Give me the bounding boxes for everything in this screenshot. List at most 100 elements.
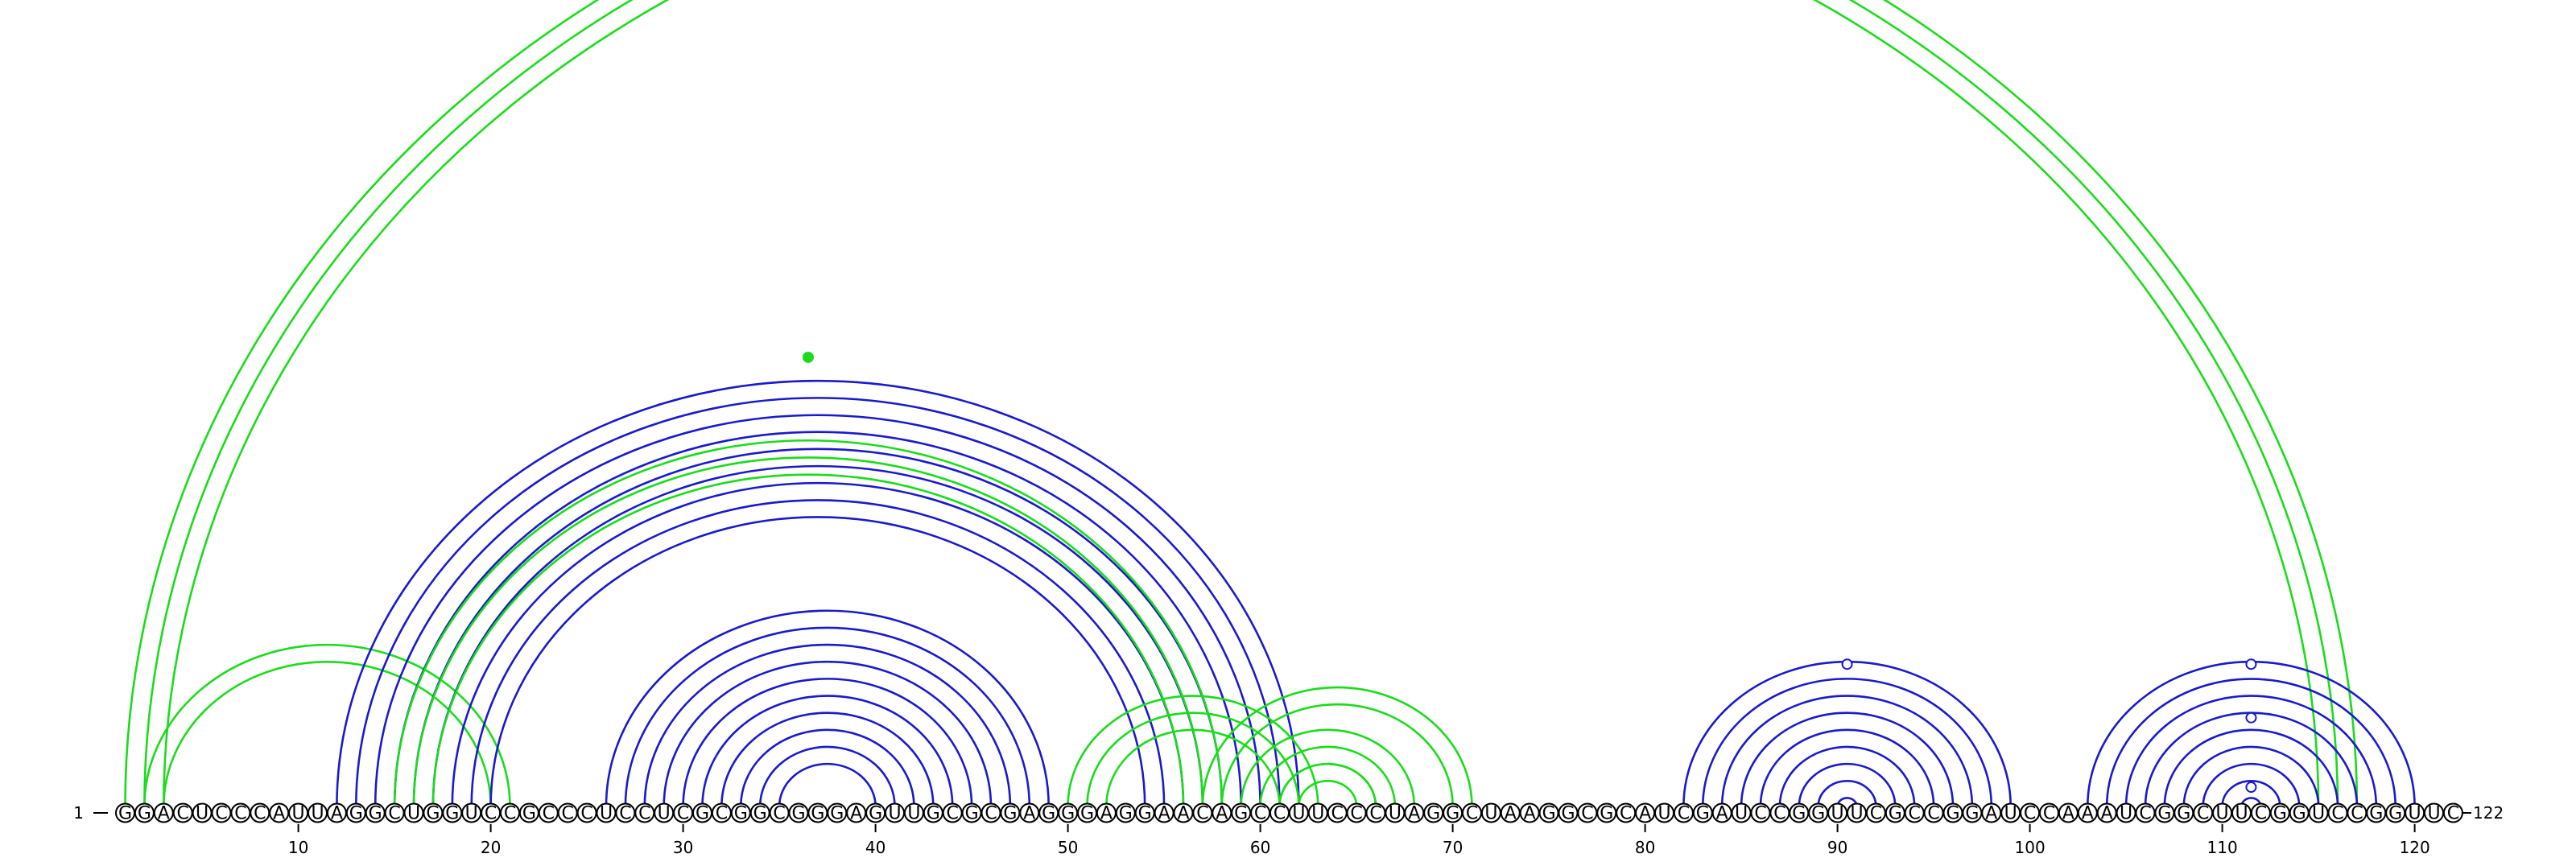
svg-text:G: G xyxy=(1889,804,1902,824)
nucleotide-31: G xyxy=(692,802,712,824)
svg-text:A: A xyxy=(2082,804,2094,824)
svg-text:C: C xyxy=(1196,804,1208,824)
nucleotide-78: G xyxy=(1596,802,1617,824)
base-pair-arc-18-56 xyxy=(451,481,1185,807)
nucleotide-87: C xyxy=(1769,802,1790,824)
base-pair-arc-1-117 xyxy=(124,0,2359,807)
nucleotide-57: C xyxy=(1192,802,1213,824)
base-pair-arc-60-67 xyxy=(1259,745,1397,807)
base-pair-arc-29-46 xyxy=(663,660,993,807)
nucleotide-41: U xyxy=(885,802,905,824)
svg-text:G: G xyxy=(1561,804,1575,824)
svg-text:G: G xyxy=(2157,804,2171,824)
nucleotide-92: C xyxy=(1865,802,1886,824)
svg-text:C: C xyxy=(543,804,555,824)
svg-text:G: G xyxy=(1965,804,1979,824)
nucleotide-13: G xyxy=(345,802,366,824)
base-pair-arc-28-47 xyxy=(643,643,1012,807)
nucleotide-115: U xyxy=(2308,802,2329,824)
nucleotide-3: A xyxy=(153,802,174,824)
svg-text:G: G xyxy=(1446,804,1459,824)
svg-text:U: U xyxy=(888,804,901,824)
svg-text:G: G xyxy=(927,804,940,824)
svg-text:G: G xyxy=(965,804,979,824)
nucleotide-49: G xyxy=(1038,802,1059,824)
tick-30: 30 xyxy=(673,824,693,857)
svg-text:U: U xyxy=(1735,804,1748,824)
nucleotide-90: U xyxy=(1827,802,1848,824)
svg-text:A: A xyxy=(1524,804,1536,824)
nucleotide-10: U xyxy=(288,802,309,824)
nucleotide-28: C xyxy=(634,802,655,824)
nucleotide-103: A xyxy=(2077,802,2098,824)
base-pair-arc-32-43 xyxy=(720,711,935,807)
svg-text:C: C xyxy=(504,804,516,824)
svg-text:C: C xyxy=(1331,804,1344,824)
nucleotide-59: G xyxy=(1231,802,1252,824)
svg-text:G: G xyxy=(349,804,363,824)
svg-text:U: U xyxy=(1389,804,1402,824)
base-pair-arc-31-44 xyxy=(701,695,954,807)
svg-text:G: G xyxy=(830,804,844,824)
nucleotide-6: C xyxy=(211,802,232,824)
svg-text:G: G xyxy=(734,804,748,824)
svg-text:G: G xyxy=(1061,804,1075,824)
svg-text:G: G xyxy=(426,804,440,824)
nucleotide-40: G xyxy=(865,802,886,824)
nucleotide-89: G xyxy=(1808,802,1829,824)
nucleotide-77: C xyxy=(1577,802,1598,824)
nucleotide-96: G xyxy=(1942,802,1963,824)
nucleotide-79: C xyxy=(1616,802,1637,824)
sequence-backbone: 1 122 xyxy=(73,803,2504,823)
nucleotide-65: C xyxy=(1346,802,1367,824)
svg-text:G: G xyxy=(1792,804,1806,824)
svg-text:C: C xyxy=(1350,804,1362,824)
nucleotide-99: U xyxy=(2000,802,2021,824)
svg-text:G: G xyxy=(2273,804,2287,824)
nucleotide-112: C xyxy=(2250,802,2271,824)
svg-text:U: U xyxy=(907,804,920,824)
nucleotide-102: A xyxy=(2058,802,2079,824)
nucleotide-61: C xyxy=(1269,802,1290,824)
nucleotide-121: U xyxy=(2424,802,2444,824)
nucleotide-38: G xyxy=(827,802,848,824)
svg-text:40: 40 xyxy=(865,838,886,857)
base-pair-arc-88-93 xyxy=(1798,762,1897,807)
svg-text:U: U xyxy=(465,804,478,824)
svg-text:C: C xyxy=(485,804,497,824)
svg-text:G: G xyxy=(1600,804,1613,824)
nucleotide-30: C xyxy=(673,802,694,824)
svg-text:G: G xyxy=(1119,804,1133,824)
svg-text:U: U xyxy=(1311,804,1324,824)
nucleotide-22: G xyxy=(518,802,539,824)
svg-text:A: A xyxy=(1216,804,1228,824)
nucleotide-97: G xyxy=(1962,802,1983,824)
svg-text:C: C xyxy=(1274,804,1286,824)
arc-marker-3 xyxy=(2245,711,2257,724)
arc-marker-2 xyxy=(1841,658,1853,670)
svg-text:A: A xyxy=(1100,804,1113,824)
base-pair-arc-61-66 xyxy=(1278,762,1377,807)
svg-text:C: C xyxy=(2043,804,2055,824)
svg-text:U: U xyxy=(1657,804,1670,824)
nucleotide-17: G xyxy=(423,802,444,824)
base-pair-arc-27-48 xyxy=(624,626,1031,807)
base-pair-arc-30-45 xyxy=(682,678,973,807)
svg-text:C: C xyxy=(580,804,592,824)
svg-text:A: A xyxy=(1716,804,1728,824)
nucleotide-93: G xyxy=(1885,802,1905,824)
svg-text:G: G xyxy=(1542,804,1556,824)
svg-text:C: C xyxy=(1909,804,1921,824)
svg-text:U: U xyxy=(658,804,671,824)
svg-text:G: G xyxy=(1234,804,1248,824)
nucleotide-58: A xyxy=(1212,802,1232,824)
svg-text:G: G xyxy=(138,804,151,824)
base-pair-arc-2-21 xyxy=(143,643,511,807)
nucleotide-114: G xyxy=(2289,802,2310,824)
svg-text:G: G xyxy=(1811,804,1825,824)
svg-text:C: C xyxy=(947,804,959,824)
sequence-end-label: 122 xyxy=(2473,803,2504,823)
tick-80: 80 xyxy=(1635,824,1655,857)
tick-50: 50 xyxy=(1058,824,1078,857)
